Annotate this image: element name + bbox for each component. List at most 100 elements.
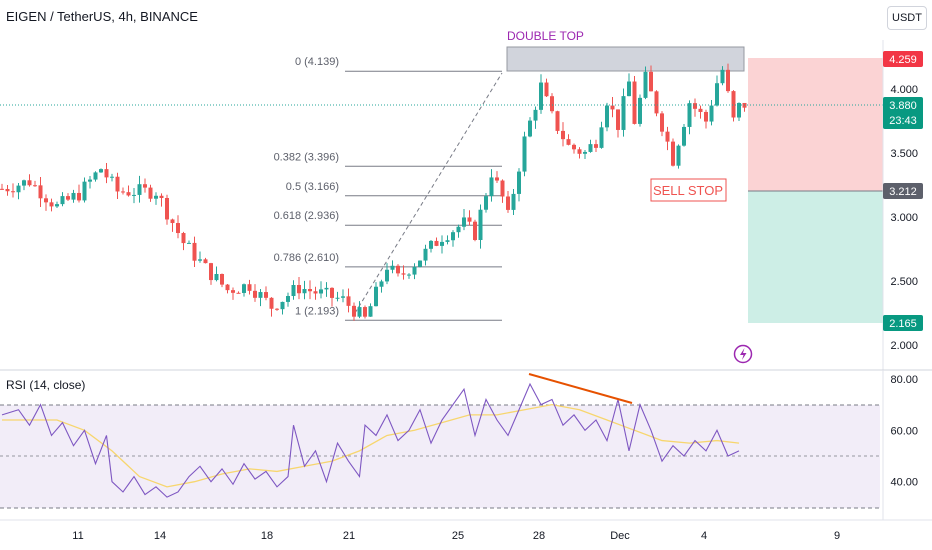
candle-body <box>258 292 263 298</box>
candle-body <box>396 265 400 274</box>
time-tick-label: 4 <box>701 530 707 542</box>
sell-stop-label: SELL STOP <box>653 183 723 198</box>
time-tick-label: 28 <box>533 530 545 542</box>
candle-body <box>192 242 197 261</box>
candle-body <box>572 144 576 150</box>
candle-body <box>660 113 664 132</box>
candle-body <box>264 292 268 298</box>
candle-body <box>561 130 565 140</box>
candle-body <box>297 285 301 294</box>
candle-body <box>627 81 631 97</box>
candle-body <box>236 292 241 294</box>
candle-body <box>599 127 604 148</box>
target-price-badge <box>883 315 923 331</box>
candle-body <box>407 274 411 276</box>
candle-body <box>88 179 92 182</box>
candle-body <box>225 284 230 291</box>
candle-body <box>731 91 736 118</box>
candle-body <box>698 108 703 112</box>
candle-body <box>181 233 186 244</box>
candle-body <box>49 202 54 207</box>
candle-body <box>220 273 224 285</box>
time-tick-label: 21 <box>343 530 355 542</box>
candle-body <box>489 177 494 197</box>
candle-body <box>132 194 136 196</box>
candle-body <box>121 191 125 193</box>
currency-button[interactable]: USDT <box>887 6 927 30</box>
candle-body <box>643 71 648 98</box>
candle-body <box>280 301 285 310</box>
candle-body <box>649 71 653 92</box>
candle-body <box>148 187 153 199</box>
candle-body <box>588 144 593 152</box>
double-top-label: DOUBLE TOP <box>507 29 584 43</box>
candle-body <box>104 169 109 178</box>
candle-body <box>319 289 323 294</box>
candle-body <box>506 196 510 210</box>
rsi-tick-label: 60.00 <box>890 425 918 437</box>
candle-body <box>231 290 235 293</box>
candle-body <box>77 192 81 201</box>
candle-body <box>363 307 367 317</box>
candle-body <box>621 96 626 130</box>
price-tick-label: 4.000 <box>890 84 918 96</box>
candle-body <box>330 287 334 298</box>
candle-body <box>737 102 741 118</box>
price-tick-label: 3.500 <box>890 148 918 160</box>
candle-body <box>198 259 202 261</box>
candle-body <box>671 141 675 166</box>
candle-body <box>632 81 637 124</box>
candle-body <box>385 269 389 282</box>
candle-body <box>412 266 417 275</box>
candle-body <box>495 177 499 181</box>
candle-body <box>93 172 98 180</box>
candle-body <box>374 286 378 307</box>
candle-body <box>33 185 37 187</box>
candle-body <box>209 263 213 281</box>
price-scale[interactable]: 4.000 3.500 3.000 2.500 2.000 4.259 3.880 23… <box>882 40 923 370</box>
rsi-line <box>1 382 740 498</box>
candle-body <box>187 242 191 244</box>
candle-body <box>5 188 10 192</box>
time-axis[interactable]: 11 14 18 21 25 28 Dec 4 9 <box>72 530 840 542</box>
double-top-box <box>506 46 745 72</box>
candle-body <box>0 188 4 190</box>
candle-body <box>462 217 466 227</box>
candle-body <box>594 144 598 148</box>
candle-body <box>517 171 521 194</box>
rsi-indicator-label[interactable]: RSI (14, close) <box>6 378 86 392</box>
candle-body <box>368 306 373 317</box>
lightning-alert-icon[interactable] <box>733 344 753 364</box>
candle-body <box>500 180 505 197</box>
candle-body <box>335 297 340 299</box>
fib-level-label: 0.5 (3.166) <box>286 181 339 193</box>
candle-body <box>44 198 48 203</box>
candle-body <box>253 290 257 298</box>
fib-level-label: 0.382 (3.396) <box>274 151 339 163</box>
candle-body <box>165 197 169 220</box>
candle-body <box>473 221 477 240</box>
time-tick-label: 18 <box>261 530 273 542</box>
candle-body <box>154 195 158 199</box>
candle-body <box>577 149 582 154</box>
candle-body <box>143 184 147 188</box>
candle-body <box>99 169 103 173</box>
price-tick-label: 2.000 <box>890 340 918 352</box>
candle-body <box>720 69 725 84</box>
candle-body <box>484 196 488 210</box>
time-tick-label: 11 <box>72 530 83 542</box>
candle-body <box>665 131 670 142</box>
candle-body <box>324 287 329 290</box>
rsi-ma-line <box>2 403 740 488</box>
candle-body <box>126 192 131 196</box>
candle-body <box>269 297 274 309</box>
candle-body <box>242 284 246 293</box>
candle-body <box>60 196 65 205</box>
fib-retracement[interactable]: 0 (4.139) 0.382 (3.396) 0.5 (3.166) 0.618 (… <box>274 56 502 321</box>
fib-level-label: 0.618 (2.936) <box>274 210 339 222</box>
candles <box>0 63 747 321</box>
candle-body <box>445 240 450 242</box>
candle-body <box>528 120 532 137</box>
candle-body <box>583 151 587 154</box>
